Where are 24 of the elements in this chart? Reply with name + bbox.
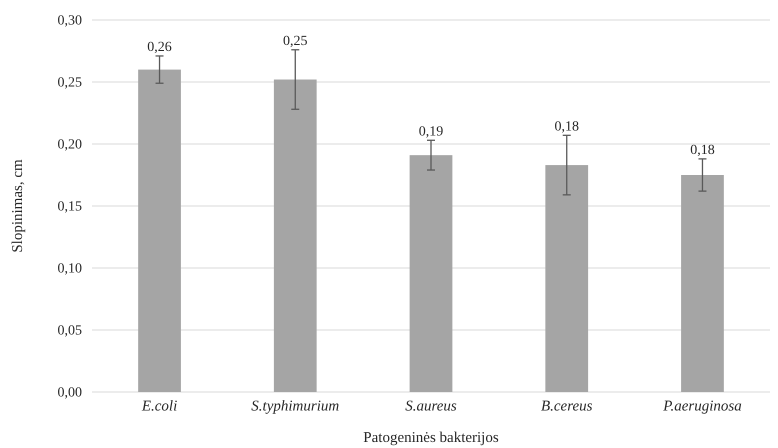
y-tick-label: 0,10 [58,261,82,276]
x-axis-title: Patogeninės bakterijos [363,430,499,446]
bar [681,175,724,392]
y-tick-label: 0,30 [58,13,82,28]
bar [545,165,588,392]
y-tick-label: 0,05 [58,323,82,338]
bar [410,155,452,392]
data-label: 0,19 [418,124,444,140]
bar [138,70,181,392]
bar [274,80,317,392]
y-tick-label: 0,25 [58,75,82,90]
x-tick-label: S.typhimurium [251,398,340,415]
x-tick-label: P.aeruginosa [662,398,742,415]
y-tick-label: 0,15 [58,199,82,214]
x-tick-label: S.aureus [405,398,457,415]
y-tick-label: 0,20 [58,137,82,152]
data-label: 0,26 [147,40,172,55]
y-tick-label: 0,00 [58,385,82,400]
x-tick-label: B.cereus [540,398,593,415]
data-label: 0,18 [690,142,715,158]
data-label: 0,25 [283,34,308,49]
x-tick-label: E.coli [140,398,178,415]
y-axis-title: Slopinimas, cm [10,159,26,253]
data-label: 0,18 [554,119,579,134]
